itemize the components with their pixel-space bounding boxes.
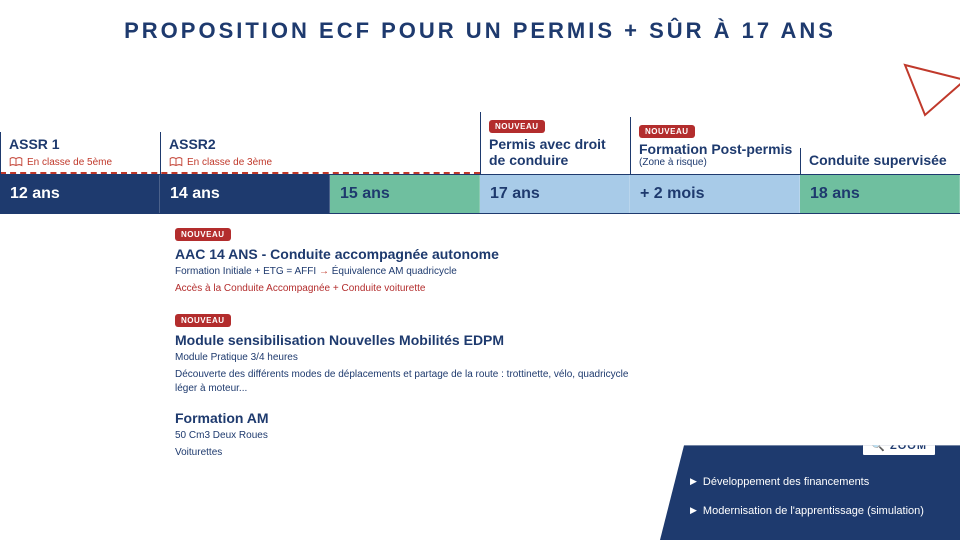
block-line: 50 Cm3 Deux Roues xyxy=(175,429,645,443)
zoom-label: ZOOM xyxy=(890,440,927,452)
timeline-label-text: Conduite supervisée xyxy=(809,152,954,168)
timeline-label: ASSR2 En classe de 3ème xyxy=(160,132,330,174)
age-cell: 12 ans xyxy=(0,175,160,213)
detail-block: Formation AM 50 Cm3 Deux Roues Voiturettes xyxy=(175,410,645,460)
zoom-item: Modernisation de l'apprentissage (simula… xyxy=(690,504,942,518)
nouveau-badge: NOUVEAU xyxy=(175,314,231,327)
book-icon xyxy=(169,156,183,168)
block-line: Formation Initiale + ETG = AFFI → Équiva… xyxy=(175,265,645,279)
detail-block: NOUVEAU AAC 14 ANS - Conduite accompagnée… xyxy=(175,224,645,296)
block-title: Module sensibilisation Nouvelles Mobilit… xyxy=(175,332,645,348)
timeline-label-text: Formation Post-permis xyxy=(639,141,794,157)
class-label: En classe de 5ème xyxy=(9,156,154,168)
timeline-label-text: Permis avec droit de conduire xyxy=(489,136,624,168)
zoom-tag: 🔍 ZOOM xyxy=(862,435,936,456)
block-title: Formation AM xyxy=(175,410,645,426)
zoom-box: 🔍 ZOOM Développement des financementsMod… xyxy=(660,445,960,540)
nouveau-badge: NOUVEAU xyxy=(489,120,545,133)
block-title: AAC 14 ANS - Conduite accompagnée autono… xyxy=(175,246,645,262)
timeline-labels-row: ASSR 1 En classe de 5ème ASSR2 En classe de… xyxy=(0,94,960,174)
nouveau-badge: NOUVEAU xyxy=(175,228,231,241)
nouveau-badge: NOUVEAU xyxy=(639,125,695,138)
below-details: NOUVEAU AAC 14 ANS - Conduite accompagnée… xyxy=(175,224,645,474)
arrow-icon: → xyxy=(319,266,329,277)
block-line: Module Pratique 3/4 heures xyxy=(175,351,645,365)
block-line: Accès à la Conduite Accompagnée + Condui… xyxy=(175,282,645,296)
timeline-label-text: ASSR 1 xyxy=(9,136,154,152)
block-line: Voiturettes xyxy=(175,446,645,460)
subtitle: (Zone à risque) xyxy=(639,157,794,168)
timeline-label-text: ASSR2 xyxy=(169,136,324,152)
timeline-label: NOUVEAU Permis avec droit de conduire xyxy=(480,112,630,174)
timeline-label: NOUVEAU Formation Post-permis(Zone à risq… xyxy=(630,117,800,174)
timeline-age-row: 12 ans14 ans15 ans17 ans+ 2 mois18 ans xyxy=(0,174,960,214)
age-cell: 15 ans xyxy=(330,175,480,213)
page-title: PROPOSITION ECF POUR UN PERMIS + SÛR À 1… xyxy=(0,0,960,54)
age-cell: 14 ans xyxy=(160,175,330,213)
book-icon xyxy=(9,156,23,168)
age-cell: 18 ans xyxy=(800,175,960,213)
timeline-label: Conduite supervisée xyxy=(800,148,960,174)
zoom-item: Développement des financements xyxy=(690,475,942,489)
detail-block: NOUVEAU Module sensibilisation Nouvelles … xyxy=(175,310,645,396)
class-label: En classe de 3ème xyxy=(169,156,324,168)
age-cell: 17 ans xyxy=(480,175,630,213)
timeline: ASSR 1 En classe de 5ème ASSR2 En classe de… xyxy=(0,94,960,214)
search-icon: 🔍 xyxy=(871,440,886,452)
age-cell: + 2 mois xyxy=(630,175,800,213)
block-line: Découverte des différents modes de dépla… xyxy=(175,368,645,396)
timeline-label: ASSR 1 En classe de 5ème xyxy=(0,132,160,174)
